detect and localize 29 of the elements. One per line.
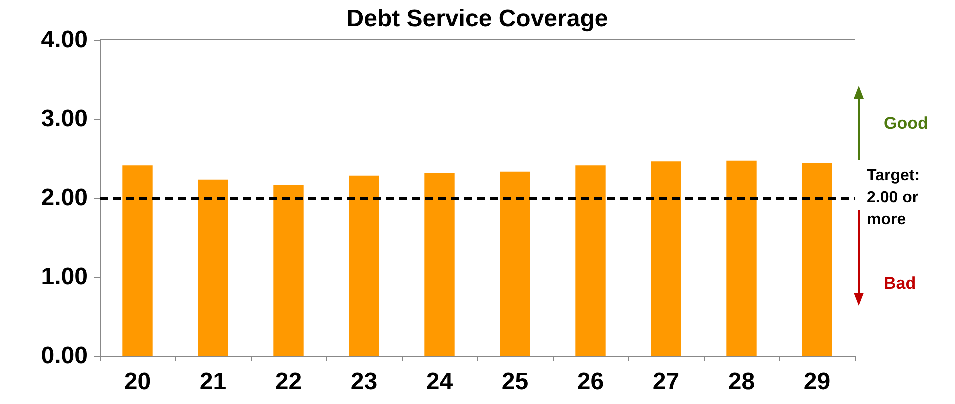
x-tick-label: 26: [577, 368, 604, 396]
y-tick-label: 3.00: [41, 106, 88, 132]
chart-title: Debt Service Coverage: [346, 6, 608, 32]
text: Bad: [884, 274, 916, 293]
bar: [122, 166, 153, 356]
x-tick-label: 29: [804, 368, 831, 396]
x-tick-label: 25: [502, 368, 529, 396]
bar: [274, 185, 304, 356]
bar: [349, 176, 380, 356]
bar: [424, 174, 455, 356]
bar: [576, 166, 606, 356]
y-tick-label: 4.00: [41, 26, 88, 54]
text: Good: [884, 114, 928, 133]
bar: [500, 172, 530, 356]
x-tick-label: 27: [652, 368, 680, 396]
bar: [198, 180, 228, 356]
y-tick-label: 0.00: [41, 342, 88, 370]
ref-line-label: Target: 2.00 or more: [867, 168, 924, 228]
bar: [802, 163, 832, 356]
bar: [651, 162, 682, 356]
x-tick-label: 28: [728, 368, 756, 396]
x-tick-label: 20: [124, 368, 152, 396]
y-tick-label: 1.00: [41, 264, 88, 290]
y-tick-label: 2.00: [41, 184, 88, 212]
x-tick-label: 24: [426, 368, 454, 396]
bar: [726, 160, 757, 356]
x-tick-label: 22: [275, 368, 302, 396]
x-tick-label: 23: [350, 368, 378, 396]
x-tick-label: 21: [200, 368, 227, 396]
